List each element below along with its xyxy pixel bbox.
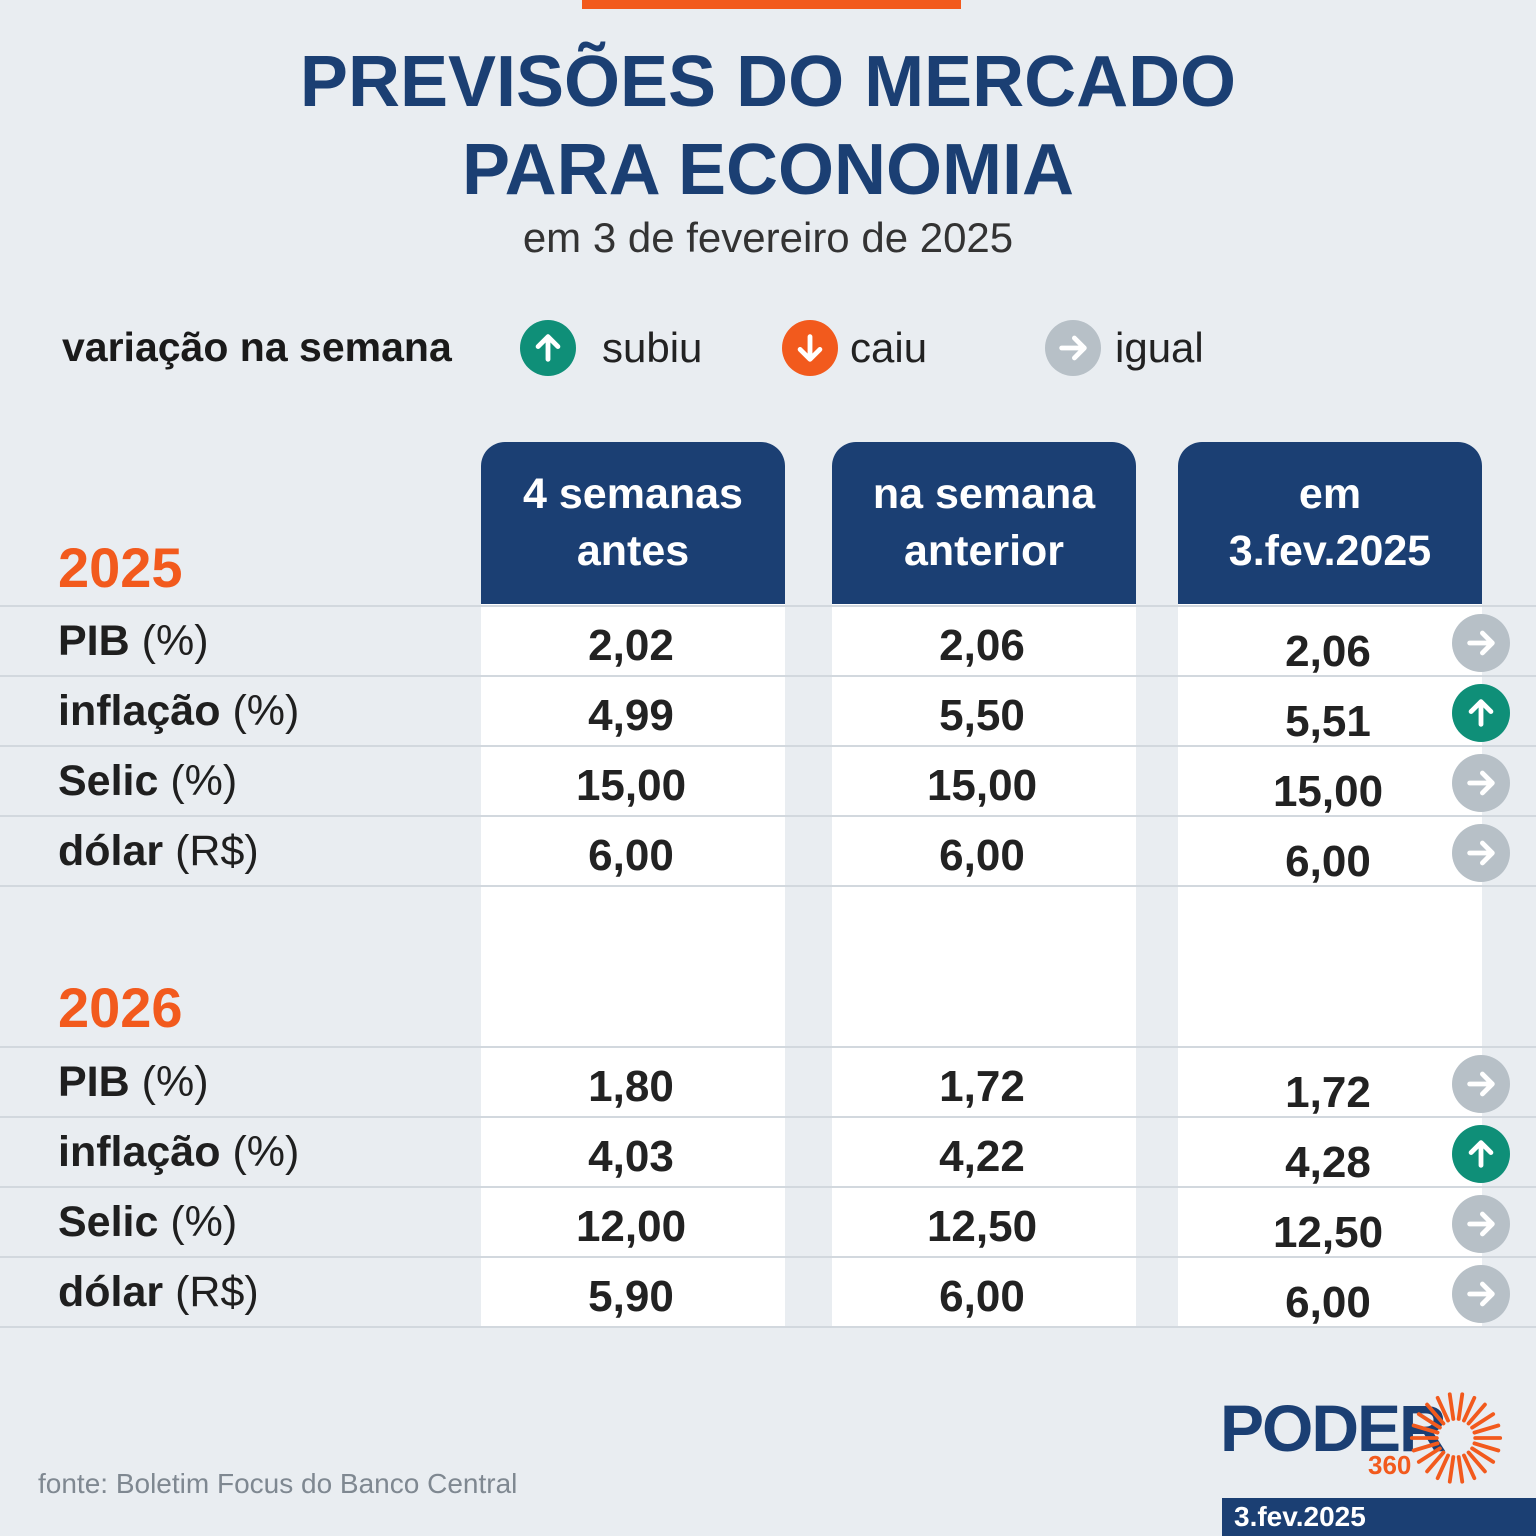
row-divider <box>0 815 1536 817</box>
column-header-label: em 3.fev.2025 <box>1228 470 1432 575</box>
value-cell: 4,03 <box>588 1132 674 1181</box>
arrow-up-icon <box>1452 1125 1510 1183</box>
row-label: inflação (%) <box>58 1124 299 1180</box>
arrow-right-icon <box>1452 1055 1510 1113</box>
logo-number: 360 <box>1368 1450 1412 1480</box>
arrow-down-icon <box>782 320 838 376</box>
row-divider <box>0 605 1536 607</box>
column-header-label: na semana anterior <box>872 470 1096 575</box>
value-cell: 1,72 <box>1285 1068 1371 1117</box>
arrow-right-icon <box>1452 1265 1510 1323</box>
row-label-unit: (%) <box>129 617 209 665</box>
row-label: dólar (R$) <box>58 1264 259 1320</box>
column-panel-2 <box>832 600 1136 1328</box>
value-cell: 2,02 <box>588 621 674 670</box>
row-divider <box>0 1256 1536 1258</box>
column-panel-1 <box>481 600 785 1328</box>
value-cell: 5,90 <box>588 1272 674 1321</box>
legend-up: subiu <box>520 320 702 376</box>
value-cell: 15,00 <box>926 761 1038 810</box>
value-cell: 6,00 <box>588 831 674 880</box>
column-header-current: em 3.fev.2025 <box>1178 442 1482 604</box>
arrow-up-icon <box>520 320 576 376</box>
value-cell: 6,00 <box>939 831 1025 880</box>
row-divider <box>0 1116 1536 1118</box>
legend-same: igual <box>1045 320 1204 376</box>
arrow-right-icon <box>1452 614 1510 672</box>
row-label-name: PIB <box>58 617 130 665</box>
row-divider <box>0 885 1536 887</box>
arrow-right-icon <box>1452 754 1510 812</box>
value-cell: 4,99 <box>588 691 674 740</box>
row-label: inflação (%) <box>58 683 299 739</box>
column-header-label: 4 semanas antes <box>523 470 743 575</box>
value-cell: 5,50 <box>939 691 1025 740</box>
value-cell: 2,06 <box>939 621 1025 670</box>
value-cell: 5,51 <box>1285 697 1371 746</box>
value-cell: 6,00 <box>939 1272 1025 1321</box>
arrow-right-icon <box>1452 824 1510 882</box>
legend-up-label: subiu <box>602 324 703 371</box>
value-cell: 6,00 <box>1285 1278 1371 1327</box>
row-label: PIB (%) <box>58 613 209 669</box>
row-label-name: Selic <box>58 1198 159 1246</box>
arrow-right-icon <box>1452 1195 1510 1253</box>
row-divider <box>0 1046 1536 1048</box>
section-year-2025: 2025 <box>58 536 183 599</box>
poder360-logo: PODER 360 <box>1220 1392 1510 1484</box>
row-divider <box>0 1186 1536 1188</box>
row-label-unit: (R$) <box>163 1268 259 1316</box>
value-cell: 6,00 <box>1285 837 1371 886</box>
row-divider <box>0 1326 1536 1328</box>
row-label: Selic (%) <box>58 753 237 809</box>
legend-down: caiu <box>782 320 927 376</box>
column-panel-3 <box>1178 600 1482 1328</box>
value-cell: 1,72 <box>939 1062 1025 1111</box>
row-label-name: PIB <box>58 1058 130 1106</box>
row-label-unit: (%) <box>129 1058 209 1106</box>
column-header-4-weeks-before: 4 semanas antes <box>481 442 785 604</box>
row-divider <box>0 675 1536 677</box>
value-cell: 4,28 <box>1285 1138 1371 1187</box>
page-title: PREVISÕES DO MERCADO PARA ECONOMIA <box>0 38 1536 214</box>
legend-down-label: caiu <box>850 324 928 371</box>
row-label-name: inflação <box>58 1128 221 1176</box>
row-label-name: dólar <box>58 1268 164 1316</box>
row-label-unit: (%) <box>220 1128 300 1176</box>
arrow-right-icon <box>1045 320 1101 376</box>
value-cell: 4,22 <box>939 1132 1025 1181</box>
row-label-unit: (%) <box>220 687 300 735</box>
value-cell: 1,80 <box>588 1062 674 1111</box>
page-subtitle: em 3 de fevereiro de 2025 <box>522 214 1014 261</box>
title-line-2: PARA ECONOMIA <box>462 130 1074 210</box>
row-label: PIB (%) <box>58 1054 209 1110</box>
row-label-name: Selic <box>58 757 159 805</box>
row-label-name: dólar <box>58 827 164 875</box>
row-label: Selic (%) <box>58 1194 237 1250</box>
legend-same-label: igual <box>1115 324 1204 371</box>
row-label-unit: (%) <box>158 1198 238 1246</box>
value-cell: 15,00 <box>575 761 687 810</box>
sun-icon <box>1409 1392 1503 1484</box>
column-header-previous-week: na semana anterior <box>832 442 1136 604</box>
row-label-name: inflação <box>58 687 221 735</box>
section-year-2026: 2026 <box>58 976 183 1039</box>
row-label-unit: (%) <box>158 757 238 805</box>
value-cell: 12,50 <box>1272 1208 1384 1257</box>
source-note: fonte: Boletim Focus do Banco Central <box>38 1468 518 1499</box>
logo-word: PODER <box>1220 1391 1447 1465</box>
title-line-1: PREVISÕES DO MERCADO <box>299 42 1237 122</box>
date-tag: 3.fev.2025 <box>1222 1498 1536 1536</box>
row-label-unit: (R$) <box>163 827 259 875</box>
value-cell: 2,06 <box>1285 627 1371 676</box>
top-accent-bar <box>582 0 961 9</box>
arrow-up-icon <box>1452 684 1510 742</box>
value-cell: 12,50 <box>926 1202 1038 1251</box>
row-divider <box>0 745 1536 747</box>
value-cell: 12,00 <box>575 1202 687 1251</box>
legend-label: variação na semana <box>62 324 452 370</box>
value-cell: 15,00 <box>1272 767 1384 816</box>
row-label: dólar (R$) <box>58 823 259 879</box>
